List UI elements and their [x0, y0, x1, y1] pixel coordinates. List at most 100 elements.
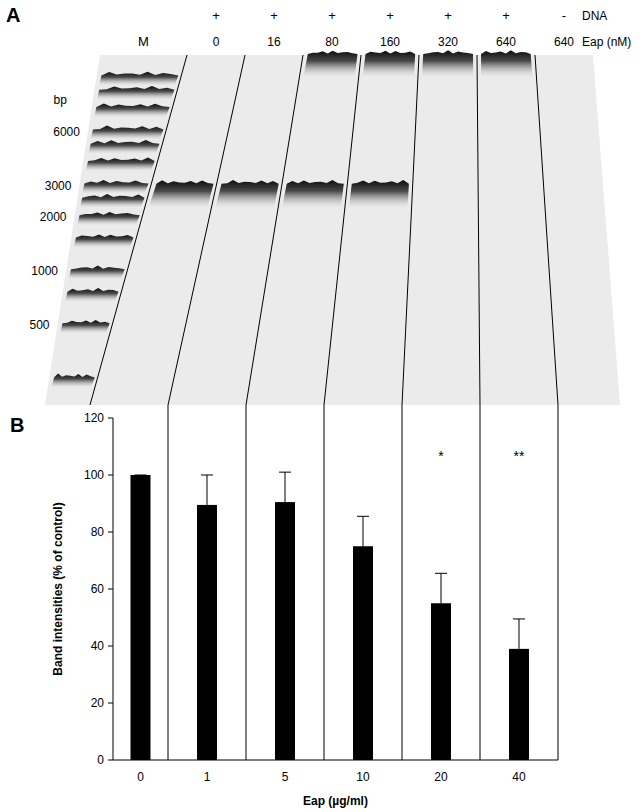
x-axis: [113, 760, 558, 761]
lane-label: +: [212, 8, 220, 23]
lane-label: 160: [380, 35, 400, 49]
shifted-complex: [303, 51, 357, 77]
free-dna-band: [349, 180, 409, 208]
free-dna-band: [282, 180, 344, 208]
tick-label: 0: [137, 770, 144, 784]
lane-label: 320: [438, 35, 458, 49]
tick-label: 20: [434, 770, 448, 784]
significance: *: [438, 448, 444, 464]
tick-label: 100: [84, 468, 104, 482]
error-bar: [435, 573, 447, 603]
y-tick: [108, 475, 113, 476]
lane-label: -: [562, 8, 566, 23]
lane-divider: [168, 55, 245, 405]
tick-label: 5: [282, 770, 289, 784]
lane-label: 16: [267, 35, 281, 49]
ladder-band: [99, 72, 178, 86]
ladder-band: [86, 157, 155, 171]
bar: [197, 505, 217, 760]
panel-label: A: [6, 4, 20, 26]
axis-label: bp: [54, 93, 68, 107]
tick-label: 0: [97, 753, 104, 767]
shifted-complex: [363, 51, 416, 77]
y-tick: [108, 589, 113, 590]
tick-label: 1000: [31, 264, 58, 278]
axis-title: Band intensities (% of control): [51, 502, 65, 675]
y-tick: [108, 703, 113, 704]
lane-label: +: [444, 8, 452, 23]
ladder-band: [91, 126, 164, 140]
y-tick: [108, 646, 113, 647]
shifted-complex: [422, 50, 473, 77]
ladder-band: [69, 266, 125, 280]
y-tick: [108, 760, 113, 761]
free-dna-band: [149, 180, 214, 208]
error-bar: [135, 475, 147, 476]
lane-divider: [90, 55, 187, 405]
ladder-band: [52, 374, 95, 388]
tick-label: 10: [356, 770, 370, 784]
lane-label: 0: [213, 35, 220, 49]
error-bar: [357, 516, 369, 546]
tick-label: 500: [29, 318, 49, 332]
bars: [131, 472, 530, 760]
lane-divider: [246, 55, 303, 405]
tick-label: 120: [84, 411, 104, 425]
lane-label: +: [328, 8, 336, 23]
significance: **: [514, 448, 525, 464]
lane-label: +: [270, 8, 278, 23]
lane-label: 80: [325, 35, 339, 49]
error-bar: [201, 475, 213, 505]
lane-divider: [246, 405, 247, 760]
ladder-band: [88, 140, 159, 154]
ladder-band: [60, 320, 109, 333]
lane-divider: [402, 405, 403, 760]
y-tick: [108, 418, 113, 419]
tick-label: 1: [204, 770, 211, 784]
axis-title: Eap (µg/ml): [303, 794, 368, 808]
tick-label: 3000: [45, 179, 72, 193]
gel: [45, 50, 620, 405]
shifted-complex: [481, 50, 532, 77]
ladder-band: [65, 288, 118, 302]
tick-label: 2000: [40, 210, 67, 224]
bar: [275, 502, 295, 760]
lane-divider: [558, 405, 559, 760]
tick-label: 20: [91, 696, 105, 710]
lane-divider: [168, 405, 169, 760]
free-dna-band: [215, 180, 278, 208]
ladder-band: [77, 212, 139, 225]
y-tick: [108, 532, 113, 533]
gel-background: [45, 55, 620, 405]
lane-divider: [324, 405, 325, 760]
error-bar: [279, 472, 291, 502]
row-label: DNA: [582, 9, 607, 23]
figure: AM+0+16+80+160+320+640-640DNAEap (nM)bp6…: [0, 0, 641, 812]
ladder-band: [94, 104, 169, 118]
ladder-band: [97, 86, 175, 100]
bar: [131, 475, 151, 760]
tick-label: 40: [512, 770, 526, 784]
error-bar: [513, 619, 525, 649]
lane-divider: [535, 55, 558, 405]
lane-divider: [480, 405, 481, 760]
row-label: Eap (nM): [582, 35, 631, 49]
tick-label: 60: [91, 582, 105, 596]
lane-label: +: [386, 8, 394, 23]
bar: [509, 649, 529, 760]
tick-label: 40: [91, 639, 105, 653]
bar: [431, 603, 451, 760]
lane-label: M: [138, 34, 149, 49]
lane-divider: [402, 55, 419, 405]
lane-label: +: [502, 8, 510, 23]
bar: [353, 546, 373, 760]
lane-divider: [324, 55, 361, 405]
tick-label: 6000: [53, 125, 80, 139]
ladder-band: [82, 180, 148, 194]
lane-label: 640: [554, 35, 574, 49]
ladder-band: [74, 234, 134, 247]
ladder-band: [80, 194, 145, 208]
lane-divider: [477, 55, 480, 405]
tick-label: 80: [91, 525, 105, 539]
panel-label: B: [10, 414, 24, 436]
